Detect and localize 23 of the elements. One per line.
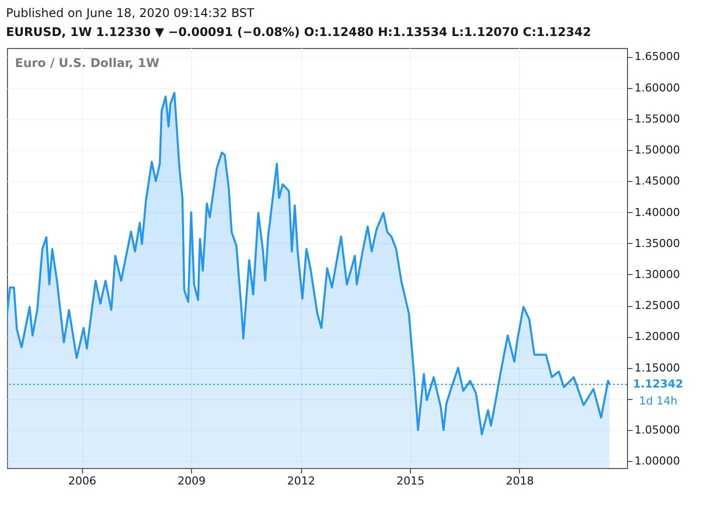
y-tick-label: 1.40000	[634, 206, 680, 219]
y-tick-label: 1.60000	[634, 81, 680, 94]
x-tick-label: 2015	[396, 474, 424, 488]
x-tick-label: 2012	[287, 474, 316, 488]
y-tick-label: 1.55000	[634, 112, 680, 126]
ref-line-label: 1.12342	[633, 377, 684, 390]
y-tick-label: 1.25000	[634, 299, 680, 312]
x-tick-label: 2006	[68, 474, 96, 488]
y-tick-label: 1.15000	[634, 361, 680, 374]
y-tick-label: 1.65000	[634, 50, 680, 64]
y-tick-label: 1.00000	[634, 454, 680, 468]
x-tick-label: 2018	[506, 474, 534, 488]
text: 1d 14h	[639, 394, 678, 408]
y-tick-label: 1.50000	[634, 144, 680, 157]
y-tick-label: 1.05000	[634, 424, 680, 437]
text: Published on June 18, 2020 09:14:32 BST	[6, 5, 256, 22]
y-tick-label: 1.30000	[634, 268, 680, 281]
text: EURUSD, 1W 1.12330 ▼ −0.00091 (−0.08%) O:1.12480 H:1.13534 L:1.12070 C:1.12342	[6, 24, 592, 41]
y-tick-label: 1.35000	[634, 236, 680, 250]
x-tick-label: 2009	[178, 474, 206, 488]
y-tick-label: 1.45000	[634, 174, 680, 188]
text: Euro / U.S. Dollar, 1W	[15, 56, 160, 70]
y-tick-label: 1.20000	[634, 330, 680, 344]
